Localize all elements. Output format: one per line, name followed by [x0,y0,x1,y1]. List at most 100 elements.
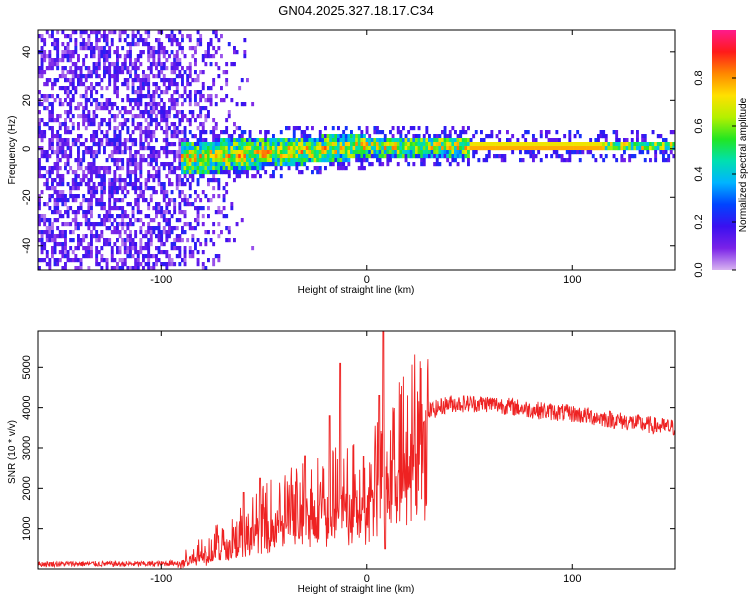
spectrogram-cell [246,78,249,83]
spectrogram-cell [326,146,330,151]
spectrogram-cell [162,194,166,199]
spectrogram-cell [162,102,166,107]
spectrogram-cell [142,258,145,263]
snr-x-label: Height of straight line (km) [298,584,415,595]
spectrogram-cell [116,126,119,131]
spectrogram-cell [90,174,93,179]
spectrogram-cell [235,146,239,151]
spectrogram-cell [38,66,41,71]
spectrogram-cell [139,54,143,59]
spectrogram-cell [461,130,465,135]
spectrogram-cell [454,150,457,155]
spectrogram-cell [329,158,333,163]
spectrogram-cell [45,54,49,59]
spectrogram-cell [321,134,325,139]
spectrogram-cell [118,110,122,115]
spectrogram-cell [90,190,93,195]
spectrogram-cell [381,138,385,143]
spectrogram-cell [58,122,62,127]
spectrogram-cell [92,226,96,231]
spectrogram-cell [298,146,301,151]
spectrogram-cell [126,70,130,75]
spectrogram-cell [129,146,132,151]
spectrogram-cell [209,62,213,67]
spectrogram-cell [61,30,65,35]
spectrogram-cell [129,70,132,75]
spectrogram-cell [53,258,57,263]
spectrogram-cell [152,134,156,139]
spectrogram-cell [40,230,44,235]
spectrogram-cell [162,214,166,219]
spectrogram-cell [157,86,161,91]
spectrogram-cell [199,174,203,179]
spectrogram-cell [487,142,491,147]
spectrogram-cell [181,226,184,231]
spectrogram-cell [524,142,528,147]
spectrogram-cell [503,142,507,147]
spectrogram-cell [576,130,580,135]
spectrogram-cell [573,142,577,147]
spectrogram-cell [51,134,54,139]
spectrogram-cell [56,262,60,267]
spectrogram-cell [79,258,83,263]
spectrogram-cell [204,154,208,159]
spectrogram-cell [149,154,153,159]
spectrogram-cell [84,126,88,131]
spectrogram-cell [116,114,119,119]
spectrogram-cell [142,114,145,119]
spectrogram-cell [537,146,541,151]
spectrogram-cell [45,98,49,103]
spectrogram-cell [53,150,57,155]
spectrogram-cell [126,182,130,187]
spectrogram-cell [74,174,78,179]
spectrogram-cell [558,138,561,143]
spectrogram-cell [178,150,182,155]
spectrogram-cell [337,162,340,167]
spectrogram-cell [233,130,236,135]
spectrogram-cell [170,82,174,87]
spectrogram-cell [38,222,41,227]
snr-x-tick-label: 0 [364,573,370,585]
spectrogram-cell [490,142,494,147]
spectrogram-cell [188,226,192,231]
spectrogram-cell [662,154,665,159]
spectrogram-cell [129,234,132,239]
spectrogram-cell [407,154,411,159]
spectrogram-cell [628,142,632,147]
spectrogram-cell [264,154,268,159]
spectrogram-cell [196,166,200,171]
spectrogram-cell [103,218,106,223]
spectrogram-cell [175,186,179,191]
spectrogram-cell [90,230,93,235]
spectrogram-cell [446,146,450,151]
spectrogram-cell [90,210,93,215]
spectrogram-cell [194,246,197,251]
spectrogram-cell [43,154,47,159]
spectrogram-cell [568,146,572,151]
spectrogram-cell [207,198,210,203]
spectrogram-cell [87,182,91,187]
spectrogram-cell [160,186,164,191]
spectrogram-cell [71,250,75,255]
spectrogram-cell [433,154,437,159]
spectrogram-cell [170,106,174,111]
spectrogram-cell [38,218,41,223]
spectrogram-cell [45,106,49,111]
spectrogram-cell [139,226,143,231]
spectrogram-cell [69,70,73,75]
spectrogram-cell [454,138,457,143]
spectrogram-cell [360,158,364,163]
spectrogram-cell [430,154,434,159]
spectrogram-cell [152,54,156,59]
spectrogram-cell [97,122,101,127]
spectrogram-cell [183,130,187,135]
spectrogram-cell [160,234,164,239]
spectrogram-cell [97,234,101,239]
spectrogram-cell [118,186,122,191]
spectrogram-cell [363,166,366,171]
spectrogram-cell [467,154,470,159]
spectrogram-cell [643,138,647,143]
spectrogram-cell [165,118,169,123]
spectrogram-cell [100,234,104,239]
spectrogram-cell [394,146,398,151]
